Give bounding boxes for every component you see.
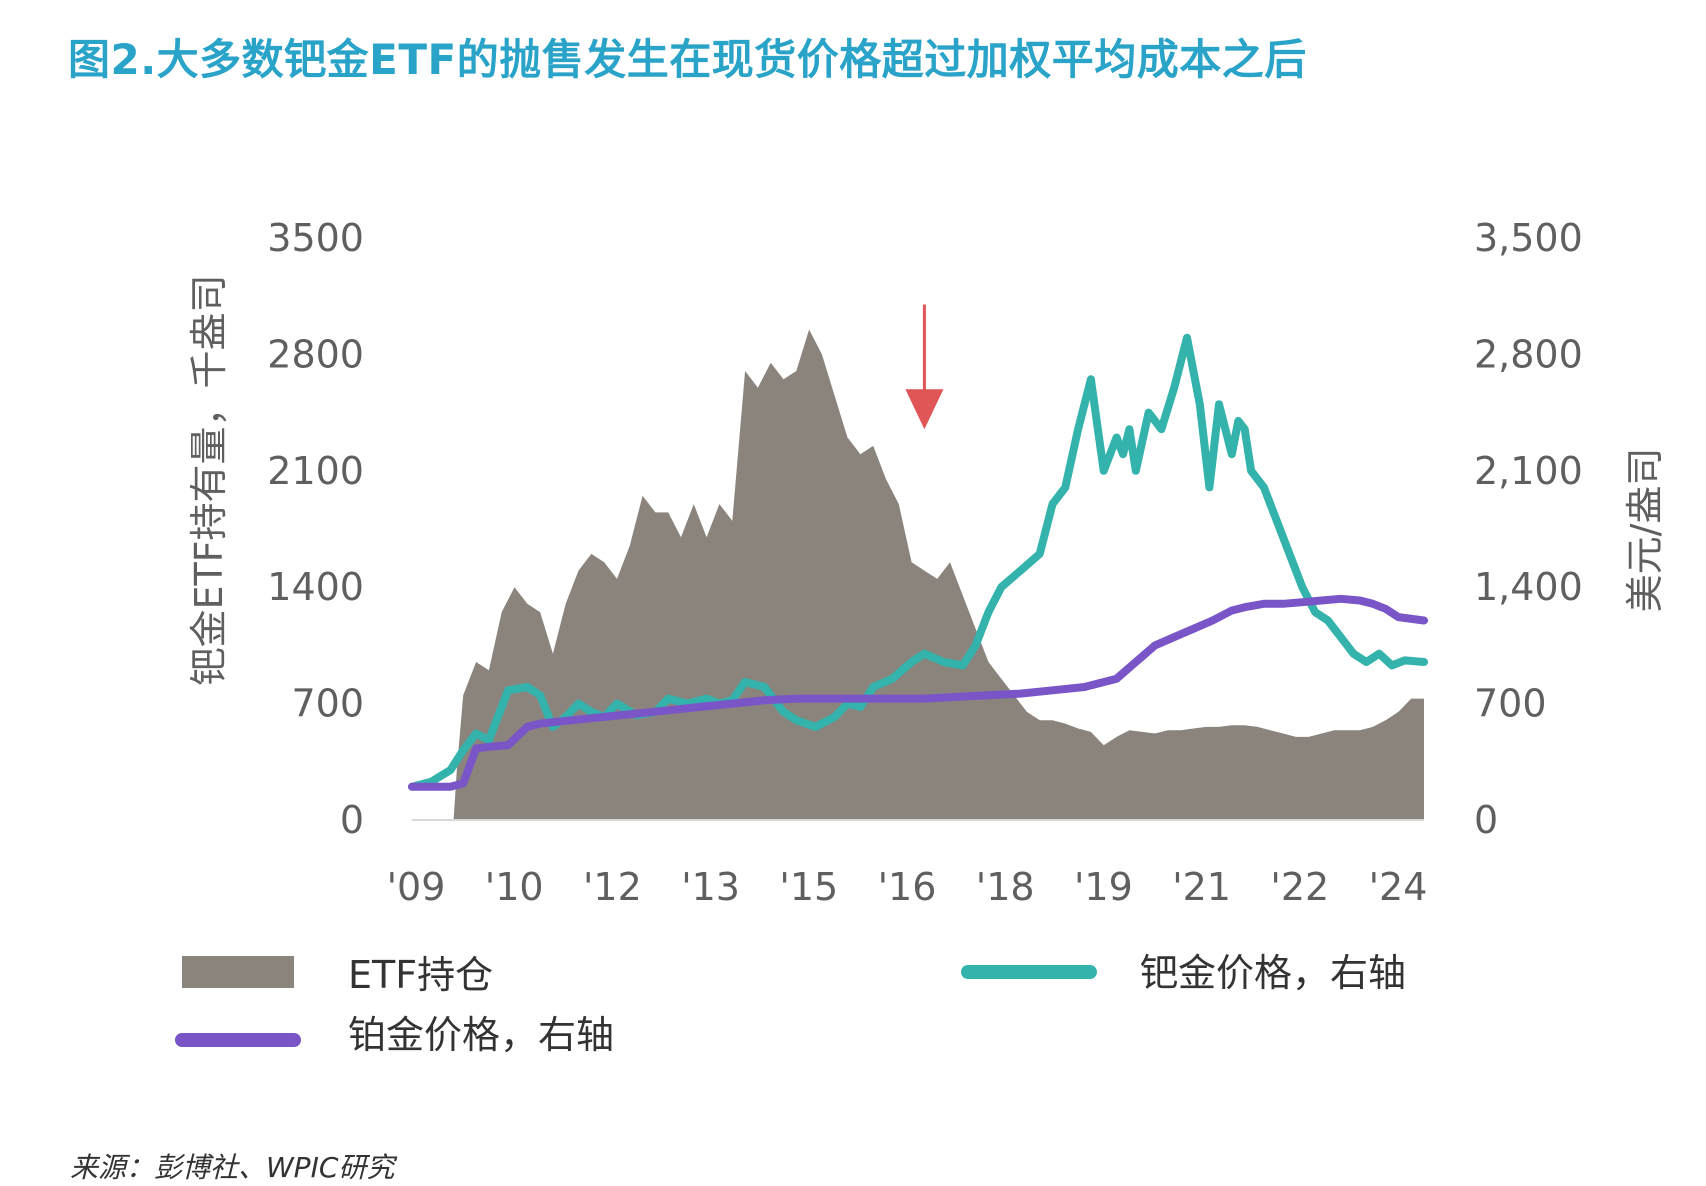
x-tick-label: '12 <box>583 865 642 909</box>
y-left-tick-label: 2800 <box>267 332 364 376</box>
chart-title: 图2.大多数钯金ETF的抛售发生在现货价格超过加权平均成本之后 <box>68 35 1307 84</box>
y-right-tick-label: 3,500 <box>1474 216 1583 260</box>
legend: ETF持仓 钯金价格，右轴 铂金价格，右轴 <box>175 951 1406 1057</box>
axes: 3500 2800 2100 1400 700 0 3,500 2,800 2,100 1,400… <box>267 216 1583 909</box>
y-left-tick-label: 700 <box>291 682 364 726</box>
x-tick-label: '13 <box>681 865 740 909</box>
x-tick-label: '16 <box>878 865 937 909</box>
annotation-arrow-head <box>905 389 944 430</box>
x-tick-label: '18 <box>976 865 1035 909</box>
legend-label-etf: ETF持仓 <box>348 953 493 997</box>
x-tick-label: '21 <box>1172 865 1231 909</box>
y-right-tick-label: 1,400 <box>1474 565 1583 609</box>
x-tick-label: '09 <box>387 865 446 909</box>
source-note: 来源：彭博社、WPIC研究 <box>70 1151 395 1184</box>
legend-label-palladium: 钯金价格，右轴 <box>1140 951 1406 995</box>
y-left-tick-label: 3500 <box>267 216 364 260</box>
y-axis-right-label: 美元/盎司 <box>1623 448 1667 613</box>
y-right-tick-label: 700 <box>1474 682 1547 726</box>
platinum-line <box>408 594 1428 791</box>
plot-area <box>408 304 1428 820</box>
y-axis-left-label: 钯金ETF持有量，千盎司 <box>187 274 231 685</box>
y-right-tick-label: 0 <box>1474 798 1498 842</box>
x-tick-label: '10 <box>485 865 544 909</box>
legend-label-platinum: 铂金价格，右轴 <box>348 1013 614 1057</box>
y-right-tick-label: 2,100 <box>1474 449 1583 493</box>
y-left-tick-label: 1400 <box>267 565 364 609</box>
legend-swatch-etf <box>182 956 294 988</box>
x-tick-label: '19 <box>1074 865 1133 909</box>
x-tick-label: '24 <box>1369 865 1428 909</box>
palladium-line <box>408 333 1428 791</box>
y-right-tick-label: 2,800 <box>1474 332 1583 376</box>
x-tick-label: '22 <box>1270 865 1329 909</box>
y-left-tick-label: 0 <box>340 798 364 842</box>
x-tick-label: '15 <box>779 865 838 909</box>
y-left-tick-label: 2100 <box>267 449 364 493</box>
